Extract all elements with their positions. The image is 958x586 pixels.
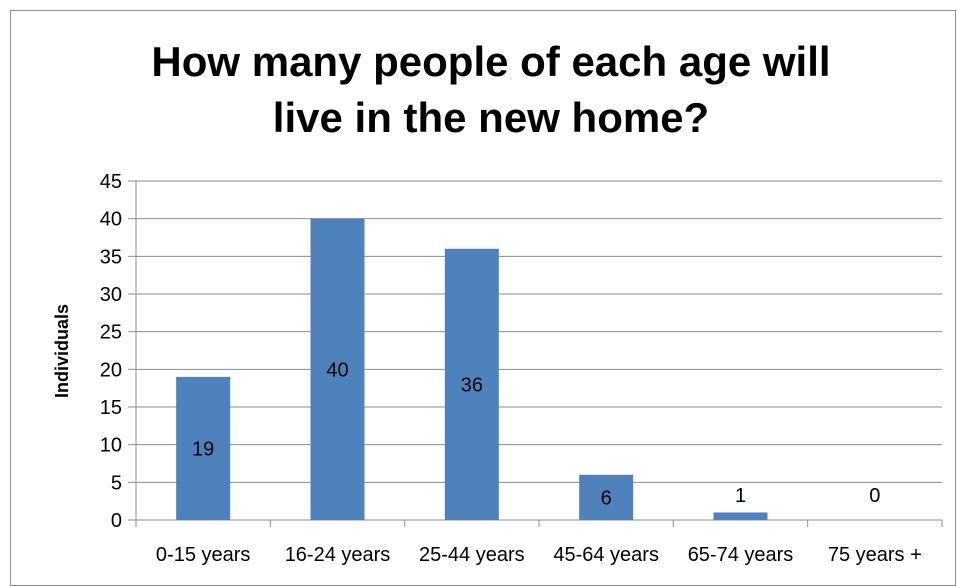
chart-title: How many people of each age will live in… bbox=[0, 34, 958, 146]
chart-title-line-2: live in the new home? bbox=[272, 94, 710, 141]
data-label: 40 bbox=[326, 359, 348, 381]
data-label: 6 bbox=[601, 487, 612, 509]
y-tick-label: 40 bbox=[100, 209, 122, 231]
bar-45-64 years bbox=[579, 474, 634, 520]
y-tick-label: 45 bbox=[100, 171, 122, 193]
y-tick-label: 15 bbox=[100, 397, 122, 419]
x-tick-label: 75 years + bbox=[828, 544, 922, 566]
y-axis-label: Individuals bbox=[52, 304, 72, 398]
y-tick-label: 10 bbox=[100, 435, 122, 457]
y-tick-label: 30 bbox=[100, 284, 122, 306]
bar-65-74 years bbox=[713, 512, 768, 520]
data-label: 0 bbox=[869, 485, 880, 507]
x-tick-label: 45-64 years bbox=[553, 544, 659, 566]
data-labels: 19 40 36 6 1 0 bbox=[192, 359, 880, 509]
bar-25-44 years bbox=[444, 248, 499, 521]
y-tick-label: 20 bbox=[100, 359, 122, 381]
y-tick-label: 35 bbox=[100, 246, 122, 268]
x-axis-ticks: 0-15 years 16-24 years 25-44 years 45-64 ye… bbox=[135, 520, 943, 566]
x-tick-label: 65-74 years bbox=[688, 544, 794, 566]
y-tick-label: 25 bbox=[100, 322, 122, 344]
data-label: 19 bbox=[192, 438, 214, 460]
y-tick-label: 5 bbox=[111, 472, 122, 494]
gridlines bbox=[135, 180, 942, 521]
x-tick-label: 0-15 years bbox=[156, 544, 251, 566]
y-axis-ticks: 0 5 10 15 20 25 30 35 40 45 bbox=[100, 171, 136, 532]
x-tick-label: 25-44 years bbox=[419, 544, 525, 566]
data-label: 1 bbox=[735, 485, 746, 507]
bar-0-15 years bbox=[176, 376, 231, 520]
y-tick-label: 0 bbox=[111, 510, 122, 532]
bars bbox=[176, 218, 768, 521]
x-tick-label: 16-24 years bbox=[285, 544, 391, 566]
bar-16-24 years bbox=[310, 218, 365, 520]
chart-title-line-1: How many people of each age will bbox=[151, 38, 831, 85]
data-label: 36 bbox=[461, 374, 483, 396]
